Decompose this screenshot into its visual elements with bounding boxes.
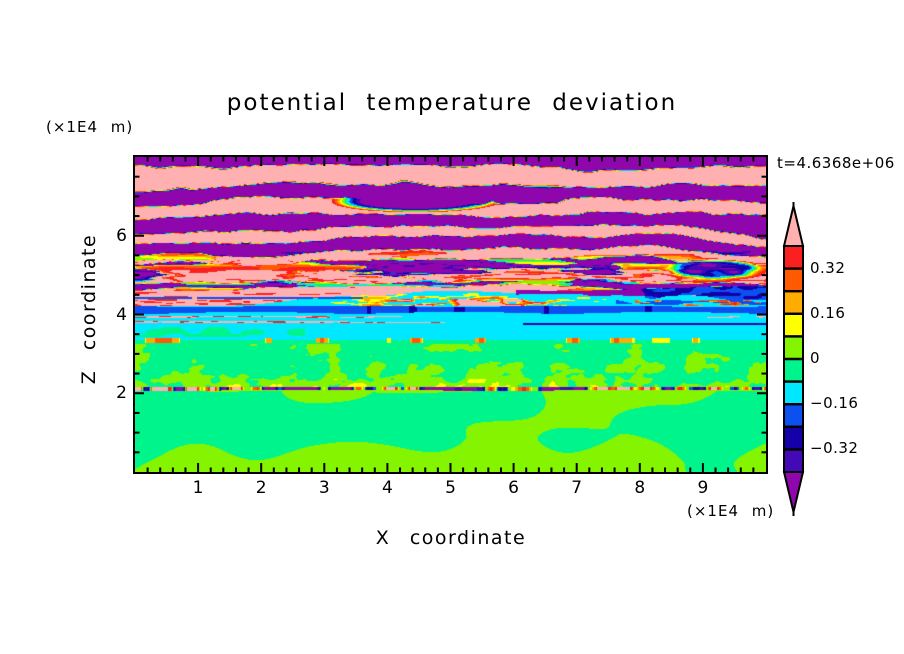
z-tick-label: 4	[116, 304, 127, 325]
colorbar-segment	[783, 358, 804, 383]
time-annotation: t=4.6368e+06	[777, 154, 895, 172]
colorbar-tick-label: 0.16	[810, 303, 846, 322]
x-axis-unit-label: (×1E4 m)	[687, 502, 775, 520]
colorbar	[782, 202, 805, 516]
x-tick-label: 5	[445, 478, 456, 498]
x-tick-label: 6	[508, 478, 520, 498]
z-tick-label: 2	[116, 383, 127, 404]
x-tick-label: 9	[697, 478, 709, 498]
colorbar-segment	[783, 380, 804, 406]
colorbar-segment	[783, 312, 804, 338]
colorbar-tick-label: −0.16	[810, 394, 859, 413]
colorbar-segment	[783, 290, 804, 315]
colorbar-under-arrow	[782, 471, 805, 513]
x-tick-label: 8	[634, 478, 646, 498]
x-axis-title: X coordinate	[375, 527, 527, 549]
plot-title: potential temperature deviation	[226, 90, 678, 116]
colorbar-segment	[783, 335, 804, 360]
colorbar-segment	[783, 245, 804, 270]
colorbar-over-arrow	[782, 205, 805, 247]
colorbar-segment	[783, 425, 804, 451]
colorbar-tick-label: 0	[810, 349, 821, 367]
z-axis-unit-label: (×1E4 m)	[46, 118, 134, 136]
x-tick-label: 4	[381, 478, 393, 498]
x-tick-label: 3	[318, 478, 330, 498]
colorbar-segment	[783, 403, 804, 428]
colorbar-segment	[783, 448, 804, 473]
z-axis-title: Z coordinate	[78, 233, 100, 385]
x-tick-label: 1	[192, 478, 204, 498]
colorbar-segment	[783, 267, 804, 293]
colorbar-tick-label: 0.32	[810, 258, 846, 277]
contour-plot-area	[133, 155, 768, 474]
colorbar-tick-label: −0.32	[810, 439, 859, 458]
z-tick-label: 6	[116, 225, 127, 246]
contour-field-canvas	[135, 157, 766, 472]
x-tick-label: 7	[571, 478, 583, 498]
x-tick-label: 2	[255, 478, 267, 498]
